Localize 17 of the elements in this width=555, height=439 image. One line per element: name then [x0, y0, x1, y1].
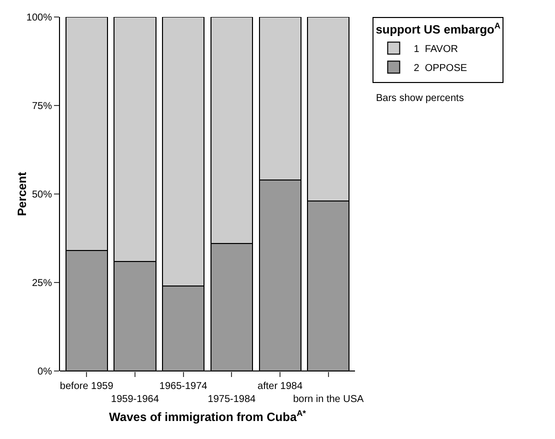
y-tick-label: 50% — [32, 190, 52, 200]
y-tick-label: 0% — [38, 366, 52, 378]
x-tick-label: 1965-1974 — [159, 381, 208, 392]
x-tick-label: born in the USA — [293, 394, 364, 405]
x-tick-label: before 1959 — [60, 381, 114, 392]
text: Bars show percents — [376, 93, 464, 104]
x-tick-label: 1975-1984 — [208, 394, 256, 405]
y-axis-title: Percent — [15, 172, 29, 216]
x-tick-label: 1959-1964 — [111, 394, 160, 405]
legend-title: support US embargo$^{A}$ — [376, 20, 500, 37]
y-tick-label: 75% — [32, 101, 52, 112]
y-tick-label: 25% — [32, 278, 52, 289]
x-axis-title: Waves of immigration from Cuba$^{A*}$ — [109, 408, 307, 424]
x-tick-label: after 1984 — [258, 381, 303, 392]
y-tick-label: 100% — [26, 12, 52, 24]
legend-label: 2 OPPOSE — [414, 63, 468, 74]
legend-label: 1 FAVOR — [414, 44, 458, 55]
